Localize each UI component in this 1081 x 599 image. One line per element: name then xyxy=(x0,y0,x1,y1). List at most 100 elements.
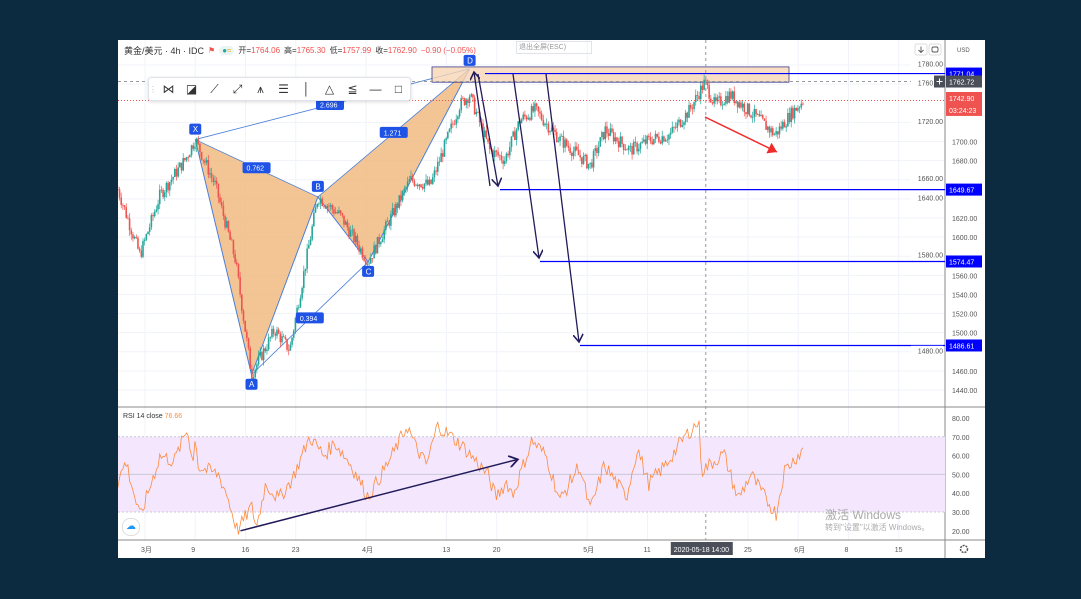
candle-body xyxy=(386,221,389,223)
candle-body xyxy=(158,189,161,205)
horizontal-ray-icon[interactable]: — xyxy=(369,82,382,96)
candle-body xyxy=(522,114,525,120)
candle-body xyxy=(403,188,406,192)
candle-body xyxy=(651,141,653,145)
candle-body xyxy=(341,213,344,216)
trend-line-icon[interactable]: ⟋ xyxy=(210,81,219,96)
candle-body xyxy=(748,103,751,116)
projection-arrow xyxy=(477,73,498,186)
candle-body xyxy=(301,288,303,299)
candle-body xyxy=(505,153,508,161)
ratio-badge xyxy=(295,312,324,324)
candle-body xyxy=(582,156,585,164)
candle-body xyxy=(668,134,670,140)
candle-body xyxy=(155,209,158,212)
candle-body xyxy=(760,115,762,117)
vertical-line-icon[interactable]: │ xyxy=(302,82,311,96)
rectangle-icon[interactable]: □ xyxy=(394,82,403,96)
head-shoulders-icon[interactable]: ⩚ xyxy=(257,81,264,96)
candle-body xyxy=(594,148,597,152)
tradingview-logo-icon[interactable]: ☁ xyxy=(122,518,140,536)
candle-body xyxy=(235,262,238,265)
candle-body xyxy=(517,121,519,130)
reset-button[interactable] xyxy=(928,43,942,56)
candle-body xyxy=(291,337,293,345)
exit-fullscreen-button[interactable]: 退出全屏(ESC) xyxy=(516,41,592,54)
candle-body xyxy=(542,119,545,126)
time-tick-label: 6月 xyxy=(794,546,805,554)
candle-body xyxy=(405,187,407,189)
cypher-pattern-icon[interactable]: ◪ xyxy=(185,82,198,96)
candle-body xyxy=(366,264,369,265)
candle-body xyxy=(654,133,657,139)
candle-body xyxy=(287,349,290,351)
triangle-pattern-icon[interactable]: △ xyxy=(324,82,335,96)
candle-body xyxy=(579,155,581,158)
candle-body xyxy=(426,179,429,185)
candle-body xyxy=(626,149,628,151)
candle-body xyxy=(596,148,598,153)
candle-body xyxy=(669,132,672,135)
ratio-badge xyxy=(316,99,344,110)
xabcd-pattern-icon[interactable]: ⋈ xyxy=(162,82,175,96)
candle-body xyxy=(309,239,312,246)
candle-body xyxy=(182,158,184,171)
candle-body xyxy=(704,79,707,81)
candle-body xyxy=(256,364,258,370)
xab-triangle xyxy=(195,139,318,375)
candle-body xyxy=(321,198,324,207)
candle-body xyxy=(440,153,442,162)
candle-body xyxy=(241,294,243,311)
level-price-tag-label: 1486.61 xyxy=(949,343,974,350)
price-tick-label: 1680.00 xyxy=(952,159,977,166)
candle-body xyxy=(641,141,643,144)
drag-handle-icon[interactable]: ⋮ xyxy=(149,84,157,94)
candle-body xyxy=(346,221,349,228)
price-tick-label: 1640.00 xyxy=(918,195,943,202)
fib-fan-icon[interactable]: ≦ xyxy=(347,82,358,96)
time-tick-label: 8 xyxy=(845,547,849,554)
flag-icon[interactable]: ⚑ xyxy=(208,46,216,55)
candle-body xyxy=(592,151,595,168)
candle-body xyxy=(524,114,526,117)
candle-body xyxy=(135,236,138,238)
rsi-tick-label: 40.00 xyxy=(952,491,970,498)
price-tag-label: 1742.90 xyxy=(949,96,974,103)
candle-body xyxy=(167,182,169,191)
candle-body xyxy=(775,131,777,135)
candle-body xyxy=(482,123,484,137)
candle-body xyxy=(279,333,282,343)
candle-body xyxy=(562,135,565,148)
candle-body xyxy=(604,126,607,140)
candle-body xyxy=(535,103,538,107)
candle-body xyxy=(606,126,608,134)
candle-body xyxy=(443,140,446,157)
candle-body xyxy=(793,107,796,119)
rsi-legend[interactable]: RSI 14 close 76.66 xyxy=(123,413,183,420)
candle-body xyxy=(128,218,131,231)
candle-body xyxy=(192,145,195,149)
chart-canvas[interactable]: X A B C D 0.762 0.394 1.271 2.696 1780.00 1760.00 1… xyxy=(118,40,985,558)
candle-body xyxy=(532,106,535,112)
candle-body xyxy=(395,203,397,216)
settings-icon[interactable] xyxy=(959,544,969,554)
candle-body xyxy=(725,95,727,104)
parallel-channel-icon[interactable]: ☰ xyxy=(278,82,289,96)
candle-body xyxy=(184,158,186,161)
price-tick-label: 1580.00 xyxy=(918,253,943,260)
candle-body xyxy=(323,206,325,207)
candle-body xyxy=(728,91,731,103)
candle-body xyxy=(423,183,426,189)
ray-icon[interactable]: ⤢ xyxy=(232,81,243,96)
chart-window[interactable]: X A B C D 0.762 0.394 1.271 2.696 1780.00 1760.00 1… xyxy=(118,40,985,558)
resistance-zone xyxy=(431,66,790,83)
price-tick-label: 1440.00 xyxy=(952,388,977,395)
candle-body xyxy=(462,98,464,99)
bcd-triangle xyxy=(317,68,470,262)
candle-body xyxy=(726,95,729,103)
candle-body xyxy=(488,142,491,150)
candle-body xyxy=(609,128,612,136)
candle-body xyxy=(527,117,530,120)
symbol-title[interactable]: 黄金/美元 · 4h · IDC xyxy=(124,46,205,56)
candle-body xyxy=(410,176,412,180)
